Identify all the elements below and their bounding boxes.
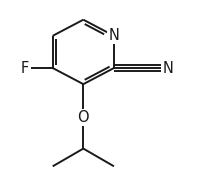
Text: N: N (109, 28, 119, 43)
Text: N: N (163, 60, 173, 76)
Text: F: F (20, 60, 29, 76)
Text: O: O (78, 110, 89, 125)
